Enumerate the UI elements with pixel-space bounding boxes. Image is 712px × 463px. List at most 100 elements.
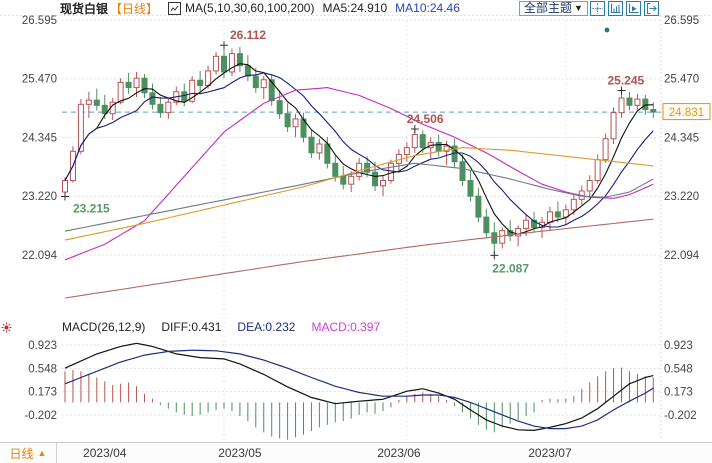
candle-body (459, 161, 466, 182)
x-axis-label: 2023/07 (528, 446, 572, 460)
candle-body (181, 91, 188, 102)
tab-daily-kline[interactable]: 日线 ▲ (0, 443, 57, 463)
macd-diff-line (64, 342, 654, 432)
macd-axis-label-left: 0.173 (28, 387, 57, 399)
candle-body (324, 143, 331, 164)
axis-play-icon[interactable] (626, 1, 641, 16)
chart-header: 现货白银 【日线】 MA(5,10,30,60,100,200) MA5:24.… (0, 0, 712, 16)
period-tag: 【日线】 (110, 1, 159, 16)
candle-body (483, 216, 490, 234)
price-annotation: 25.245 (608, 73, 645, 87)
pan-tool-icon[interactable] (590, 1, 605, 16)
price-marker-cross (220, 41, 228, 50)
ma-params-label: MA(5,10,30,60,100,200) (185, 1, 315, 15)
theme-selector-dropdown[interactable]: 全部主题 ▼ (519, 1, 588, 16)
candle-body (546, 211, 553, 223)
candle-body (634, 98, 641, 106)
axis-zoom-icon[interactable] (608, 1, 623, 16)
macd-params-label: MACD(26,12,9) (62, 320, 146, 334)
candle-body (372, 171, 379, 187)
candle-body (101, 104, 108, 115)
y-axis-label-left: 25.470 (22, 74, 57, 86)
price-annotation: 23.215 (73, 201, 110, 215)
time-axis-bar: 日线 ▲ 2023/04 2023/05 2023/06 2023/07 (0, 442, 712, 463)
y-axis-label-right: 25.470 (664, 74, 699, 86)
candle-body (515, 228, 522, 237)
x-axis-label: 2023/04 (83, 446, 127, 460)
candle-body (642, 98, 649, 111)
macd-diff-value: DIFF:0.431 (161, 320, 222, 334)
indicator-settings-icon[interactable] (1, 320, 12, 338)
triangle-up-icon: ▲ (37, 448, 47, 458)
candle-body (197, 79, 204, 87)
candle-body (157, 103, 164, 114)
candle-body (236, 53, 243, 67)
candle-body (276, 100, 283, 115)
marker-dot (604, 27, 610, 33)
candle-body (205, 70, 212, 87)
candle-body (316, 143, 323, 154)
macd-axis-label-right: 0.548 (664, 363, 693, 375)
ma-line-ma10 (64, 72, 654, 228)
macd-axis-label-left: 0.923 (28, 340, 57, 352)
last-price-label: 24.831 (669, 107, 704, 119)
candle-body (117, 81, 124, 103)
last-price-box (662, 103, 711, 121)
candle-body (626, 97, 633, 106)
candle-body (650, 109, 657, 113)
kline-chart-icon[interactable] (168, 1, 182, 15)
candle-body (443, 145, 450, 152)
macd-dea-value: DEA:0.232 (237, 320, 296, 334)
y-axis-label-left: 22.094 (22, 250, 58, 262)
candle-body (141, 77, 148, 94)
candle-body (602, 138, 609, 161)
y-axis-label-right: 23.220 (664, 191, 699, 203)
macd-indicator-header: MACD(26,12,9) DIFF:0.431 DEA:0.232 MACD:… (62, 320, 380, 334)
chart-toolbar (590, 1, 659, 16)
macd-dea-line (64, 349, 654, 430)
candle-body (292, 118, 299, 128)
macd-axis-label-right: 0.173 (664, 387, 693, 399)
candle-body (260, 79, 267, 89)
price-marker-cross (410, 125, 419, 134)
candle-body (228, 53, 235, 73)
ma-line-ma200 (64, 218, 654, 299)
candle-body (594, 159, 601, 182)
candle-body (340, 175, 347, 185)
candle-body (133, 77, 140, 89)
candle-body (221, 55, 227, 73)
y-axis-label-left: 26.595 (22, 15, 57, 27)
candle-body (523, 219, 530, 230)
price-marker-cross (490, 251, 499, 260)
candle-body (308, 136, 315, 154)
macd-axis-label-left: -0.202 (24, 410, 57, 422)
candle-body (165, 101, 172, 114)
macd-axis-label-right: -0.202 (664, 410, 697, 422)
chevron-down-icon: ▼ (574, 3, 583, 13)
candle-body (403, 147, 410, 155)
candle-body (284, 113, 291, 128)
candle-body (387, 162, 394, 182)
candle-body (610, 112, 617, 140)
tab-daily-label: 日线 (9, 446, 34, 461)
candle-body (554, 211, 561, 218)
ma-line-ma100 (64, 147, 654, 241)
candle-body (507, 230, 514, 237)
candle-body (380, 180, 386, 187)
ma-line-ma60 (64, 162, 654, 232)
ma5-value: MA5:24.910 (322, 1, 388, 15)
candle-body (435, 141, 442, 152)
ma-line-ma5 (64, 63, 654, 235)
candle-body (570, 198, 577, 211)
candle-body (411, 134, 418, 149)
price-annotation: 22.087 (492, 261, 529, 275)
ma-line-ma30 (64, 87, 654, 261)
candle-body (491, 232, 498, 244)
candle-body (189, 79, 196, 102)
candle-body (244, 65, 251, 77)
export-chart-icon[interactable] (644, 1, 659, 16)
macd-bar-value: MACD:0.397 (311, 320, 381, 334)
candle-body (467, 180, 474, 197)
y-axis-label-left: 24.345 (22, 132, 57, 144)
